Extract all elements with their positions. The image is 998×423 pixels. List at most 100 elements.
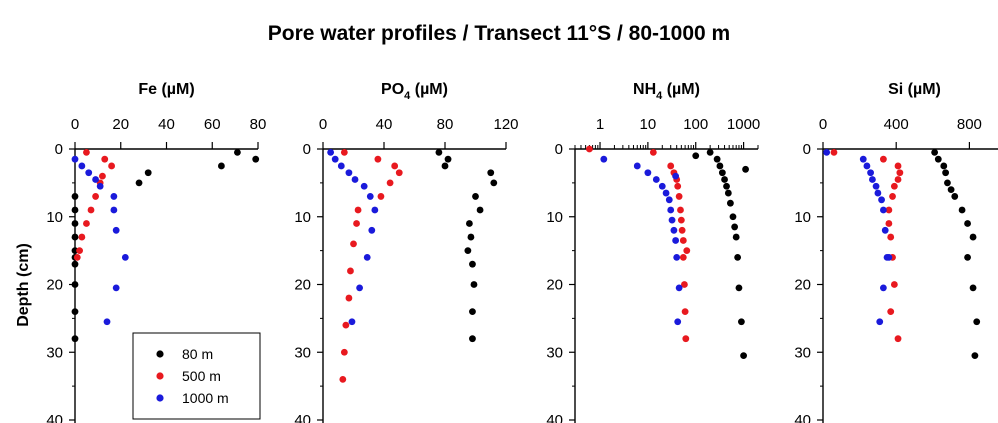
- data-point: [947, 186, 955, 194]
- data-point: [859, 155, 867, 163]
- panel-title: Fe (µM): [138, 81, 194, 98]
- y-tick-label: 20: [46, 277, 63, 294]
- panel-1: Fe (µM) 0 20 40 60 80 0 10 20 30 40: [46, 81, 266, 423]
- data-point: [942, 169, 950, 177]
- panel-2: PO4 (µM) 0 40 80 120 0 10 20 30 40: [294, 81, 519, 423]
- data-point: [964, 254, 971, 261]
- data-point: [363, 254, 371, 261]
- data-point: [679, 254, 687, 261]
- data-point: [681, 308, 689, 315]
- data-point: [867, 169, 874, 177]
- data-point: [234, 148, 241, 156]
- data-point: [83, 148, 90, 156]
- data-point: [96, 182, 104, 190]
- data-point: [108, 162, 115, 170]
- data-point: [644, 169, 652, 177]
- data-point: [71, 193, 79, 200]
- panel-title-unit: (µM): [410, 81, 448, 98]
- data-point: [716, 162, 724, 170]
- data-point: [958, 206, 966, 214]
- data-point: [672, 237, 680, 244]
- data-point: [470, 281, 478, 288]
- data-point: [879, 206, 887, 214]
- data-point: [386, 179, 394, 187]
- panel-3: NH4 (µM) 1 10 100 1000 0 10 20 30 40: [546, 81, 760, 423]
- y-tick-label: 30: [546, 344, 563, 361]
- panel-title: PO4 (µM): [381, 81, 448, 102]
- data-point: [674, 182, 682, 190]
- panel-title-main: PO: [381, 81, 404, 98]
- data-point: [331, 155, 339, 163]
- legend-box: [132, 332, 261, 420]
- data-point: [73, 254, 81, 261]
- data-point: [971, 352, 979, 360]
- data-point: [890, 182, 898, 190]
- data-point: [476, 206, 484, 214]
- data-point: [823, 148, 831, 156]
- data-point: [374, 155, 382, 163]
- data-point: [92, 193, 99, 200]
- data-point: [894, 176, 902, 183]
- y-tick-label: 30: [46, 344, 63, 361]
- data-point: [342, 321, 350, 329]
- panel-title-unit: (µM): [157, 81, 195, 98]
- data-point: [738, 318, 745, 326]
- data-point: [682, 335, 690, 343]
- data-point: [885, 206, 893, 214]
- x-tick-label: 0: [71, 116, 79, 133]
- data-point: [934, 155, 942, 163]
- data-point: [101, 155, 109, 163]
- data-point: [887, 308, 895, 315]
- data-point: [377, 193, 385, 200]
- data-point: [672, 172, 680, 180]
- data-point: [674, 318, 682, 326]
- data-point: [673, 254, 681, 261]
- data-point: [395, 169, 403, 177]
- panel-title-unit: (µM): [903, 81, 941, 98]
- data-point: [71, 233, 79, 241]
- data-point: [713, 155, 721, 163]
- data-point: [78, 233, 86, 241]
- data-point: [71, 220, 79, 227]
- x-tick-label: 100: [683, 116, 708, 133]
- data-point: [718, 169, 726, 177]
- x-tick-label: 80: [250, 116, 267, 133]
- data-point: [121, 254, 129, 261]
- data-point: [658, 182, 666, 190]
- data-point: [675, 193, 683, 200]
- legend-marker: [156, 350, 164, 358]
- panel-title-main: Fe: [138, 81, 157, 98]
- data-point: [83, 220, 90, 227]
- data-point: [469, 308, 476, 315]
- data-point: [735, 284, 743, 292]
- data-point: [144, 169, 152, 177]
- x-tick-label: 10: [640, 116, 657, 133]
- figure-title: Pore water profiles / Transect 11°S / 80…: [267, 22, 731, 45]
- data-point: [78, 162, 86, 170]
- panel-title-unit: (µM): [662, 81, 700, 98]
- data-point: [940, 162, 948, 170]
- data-point: [71, 260, 79, 268]
- data-point: [729, 213, 737, 221]
- data-point: [435, 148, 443, 156]
- data-point: [218, 162, 225, 170]
- legend-label: 500 m: [182, 368, 221, 384]
- data-point: [103, 318, 111, 326]
- panel-title-subscript: 4: [656, 90, 663, 102]
- data-point: [92, 176, 99, 183]
- panel-title: Si (µM): [888, 81, 941, 98]
- x-tick-label: 120: [493, 116, 518, 133]
- data-point: [71, 335, 79, 343]
- data-point: [665, 196, 673, 204]
- data-point: [879, 284, 887, 292]
- data-point: [889, 193, 896, 200]
- x-tick-label: 800: [957, 116, 982, 133]
- data-point: [874, 189, 882, 197]
- data-point: [742, 165, 749, 173]
- data-point: [371, 206, 379, 214]
- data-point: [740, 352, 747, 360]
- data-point: [99, 172, 106, 180]
- data-point: [872, 182, 880, 190]
- data-point: [964, 220, 971, 227]
- data-point: [112, 284, 120, 292]
